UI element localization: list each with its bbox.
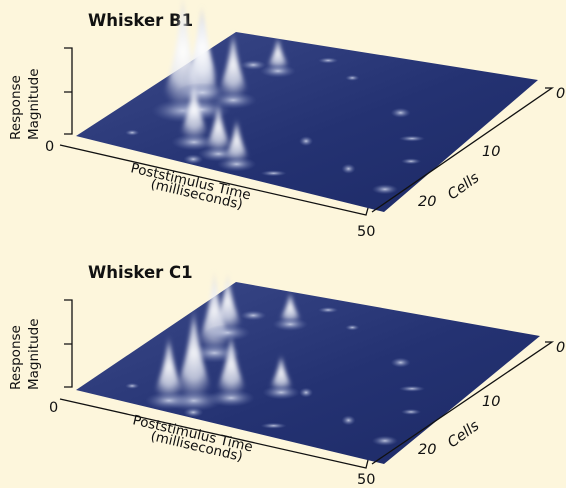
surface-peak — [220, 116, 254, 165]
y-axis-label-line2: Magnitude — [26, 318, 42, 390]
panel-whisker-c1: Whisker C1 Response Magnitude 0 Poststim… — [8, 263, 565, 488]
surface-peak-base — [209, 91, 257, 109]
y-axis-label-line1: Response — [8, 325, 24, 390]
surface-peak — [208, 271, 247, 333]
floor-texture — [260, 422, 287, 429]
floor-texture — [345, 74, 360, 81]
floor-texture — [240, 310, 267, 321]
surface-peak-base — [260, 64, 296, 78]
floor-texture — [240, 59, 267, 70]
floor-texture — [399, 385, 425, 392]
surface-plot — [76, 268, 540, 464]
surface-peak — [201, 100, 236, 154]
surface-peak-base — [272, 317, 308, 331]
x-tick-50: 50 — [357, 472, 375, 488]
cells-tick-0: 0 — [556, 86, 565, 102]
floor-texture — [183, 154, 204, 165]
chart-title: Whisker B1 — [88, 11, 193, 30]
y-axis-label-line2: Magnitude — [26, 68, 42, 140]
floor-texture — [125, 129, 140, 136]
floor-texture — [341, 163, 356, 174]
surface-peak — [211, 330, 251, 398]
floor-texture — [260, 170, 287, 177]
x-tick-50: 50 — [357, 224, 375, 240]
floor-texture — [371, 184, 398, 195]
surface-peak-base — [262, 385, 300, 400]
surface-plot — [76, 0, 538, 212]
surface-peaks — [125, 268, 425, 446]
surface-peak — [180, 4, 225, 93]
cells-tick-10: 10 — [482, 144, 500, 160]
floor-texture — [401, 158, 422, 165]
y-axis: Response Magnitude 0 — [8, 47, 73, 155]
floor-texture — [318, 307, 339, 313]
y-axis-label-line1: Response — [8, 75, 24, 140]
floor-texture — [299, 387, 314, 398]
surface-peak-base — [145, 391, 193, 410]
cells-tick-20: 20 — [418, 442, 436, 458]
cells-axis-label: Cells — [445, 170, 483, 204]
y-tick-0: 0 — [45, 139, 54, 155]
surface-peaks — [125, 0, 425, 195]
surface-peak-base — [205, 324, 251, 342]
cells-axis-label: Cells — [445, 418, 483, 452]
surface-peak — [265, 353, 297, 393]
panel-whisker-b1: Whisker B1 Response Magnitude 0 Poststim… — [8, 0, 565, 240]
floor-texture — [390, 357, 411, 368]
cells-tick-20: 20 — [418, 194, 436, 210]
floor-texture — [401, 408, 422, 415]
surface-peak-base — [216, 156, 257, 172]
floor-texture — [341, 415, 356, 426]
surface-peak — [263, 35, 293, 72]
cells-tick-10: 10 — [482, 394, 500, 410]
floor-texture — [125, 382, 140, 389]
chart-title: Whisker C1 — [88, 263, 193, 282]
surface-peak — [149, 333, 189, 401]
cells-tick-0: 0 — [556, 340, 565, 356]
floor-texture — [299, 136, 314, 147]
surface-peak — [275, 290, 306, 325]
floor-texture — [399, 135, 425, 142]
floor-texture — [318, 57, 339, 64]
surface-peak — [170, 305, 218, 401]
surface-peak — [175, 77, 213, 143]
surface-peak-base — [171, 133, 217, 151]
floor-texture — [345, 324, 360, 331]
y-tick-0: 0 — [49, 400, 58, 416]
y-axis: Response Magnitude 0 — [8, 299, 73, 416]
floor-texture — [371, 435, 398, 446]
floor-texture — [390, 107, 411, 118]
surface-peak — [213, 29, 253, 101]
